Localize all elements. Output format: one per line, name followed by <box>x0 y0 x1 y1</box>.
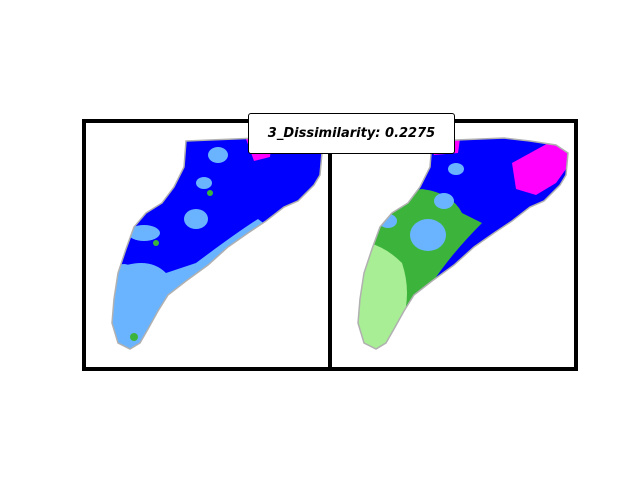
right-map-panel <box>328 119 578 371</box>
green-zone <box>358 189 482 349</box>
light-blue-patch <box>552 197 564 213</box>
title-box: 3_Dissimilarity: 0.2275 <box>248 113 455 154</box>
light-blue-patch <box>196 177 212 189</box>
green-spot <box>207 190 213 196</box>
left-map-panel <box>82 119 332 371</box>
light-blue-patch <box>434 193 454 209</box>
light-blue-patch <box>208 147 228 163</box>
region-outline <box>357 137 569 350</box>
light-blue-patch <box>184 209 208 229</box>
region-outline <box>111 137 323 350</box>
light-blue-patch <box>128 225 160 241</box>
green-spot <box>130 333 138 341</box>
green-spot <box>311 198 317 204</box>
green-spot <box>153 240 159 246</box>
light-blue-patch <box>410 219 446 251</box>
light-blue-patch <box>448 163 464 175</box>
light-green-zone <box>358 240 407 349</box>
magenta-zone <box>512 141 568 195</box>
right-region-map <box>357 137 569 350</box>
left-region-map <box>111 137 323 350</box>
dissimilarity-title: 3_Dissimilarity: 0.2275 <box>267 126 436 141</box>
